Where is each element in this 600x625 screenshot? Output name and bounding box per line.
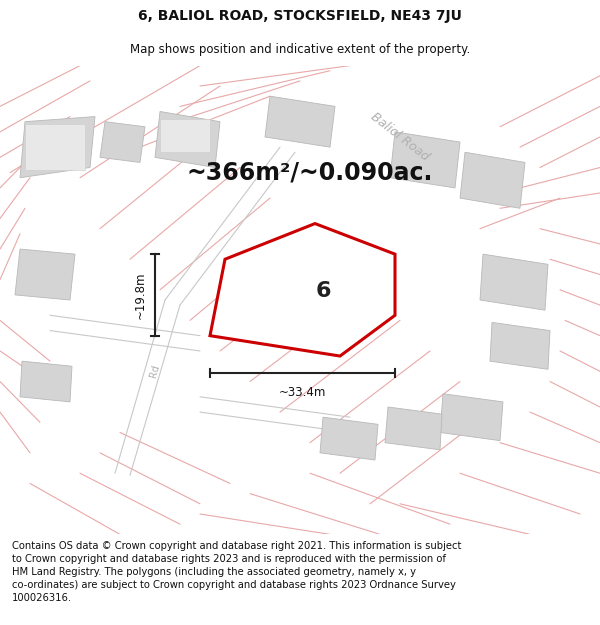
Polygon shape [440, 394, 503, 441]
Text: Contains OS data © Crown copyright and database right 2021. This information is : Contains OS data © Crown copyright and d… [12, 541, 461, 603]
Polygon shape [385, 407, 442, 450]
Polygon shape [490, 322, 550, 369]
Polygon shape [160, 119, 210, 152]
Polygon shape [20, 361, 72, 402]
Polygon shape [265, 96, 335, 147]
Polygon shape [15, 249, 75, 300]
Text: Baliol Road: Baliol Road [368, 110, 431, 164]
Polygon shape [25, 124, 85, 169]
Polygon shape [155, 111, 220, 168]
Text: ~19.8m: ~19.8m [134, 271, 147, 319]
Polygon shape [390, 132, 460, 188]
Text: ~366m²/~0.090ac.: ~366m²/~0.090ac. [187, 161, 433, 184]
Text: ~33.4m: ~33.4m [279, 386, 326, 399]
Text: Map shows position and indicative extent of the property.: Map shows position and indicative extent… [130, 42, 470, 56]
Polygon shape [480, 254, 548, 310]
Polygon shape [100, 122, 145, 162]
Polygon shape [320, 418, 378, 460]
Text: 6: 6 [316, 281, 331, 301]
Polygon shape [20, 117, 95, 178]
Text: 6, BALIOL ROAD, STOCKSFIELD, NE43 7JU: 6, BALIOL ROAD, STOCKSFIELD, NE43 7JU [138, 9, 462, 23]
Polygon shape [460, 152, 525, 208]
Polygon shape [210, 224, 395, 356]
Text: Rd: Rd [148, 364, 161, 379]
